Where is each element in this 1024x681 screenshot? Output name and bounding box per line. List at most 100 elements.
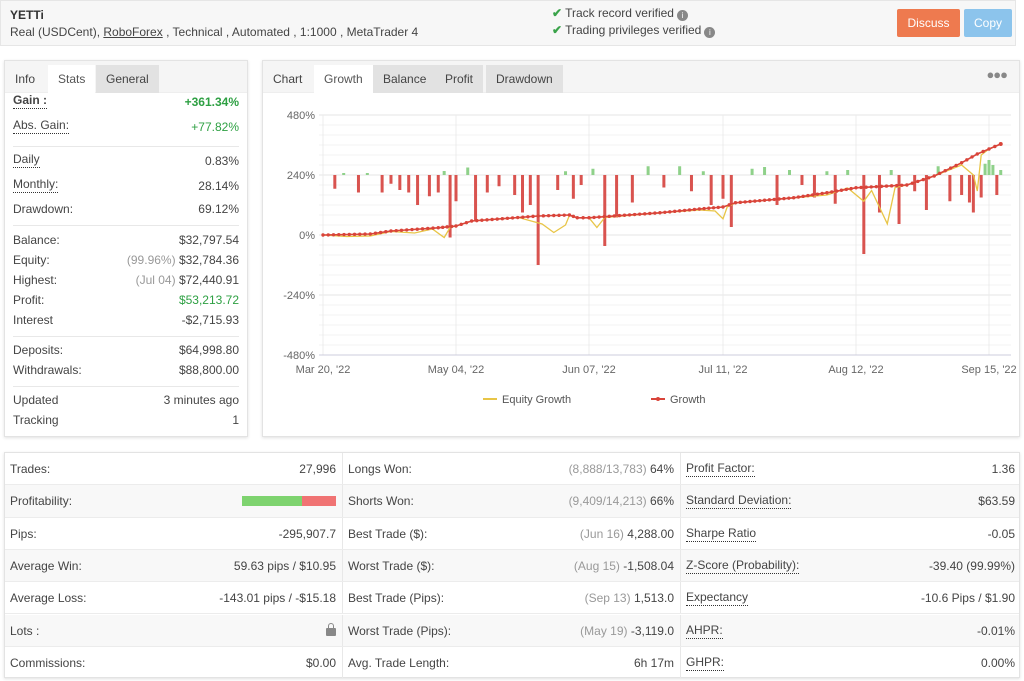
tab-drawdown[interactable]: Drawdown bbox=[486, 65, 563, 93]
growth-marker bbox=[592, 215, 596, 220]
growth-marker bbox=[378, 230, 383, 235]
profit-bar bbox=[407, 175, 411, 193]
x-tick-label: Jul 11, '22 bbox=[699, 364, 748, 376]
profit-bar bbox=[521, 175, 524, 213]
profit-bar bbox=[556, 175, 560, 190]
stat-daily: Daily 0.83% bbox=[13, 152, 239, 170]
growth-marker bbox=[758, 198, 762, 203]
metric-value: -295,907.7 bbox=[278, 526, 336, 541]
growth-marker bbox=[352, 232, 357, 237]
table-cell: Z-Score (Probability): -39.40 (99.99%) bbox=[681, 550, 1021, 581]
metric-detail: (May 19) bbox=[580, 623, 628, 638]
tab-general[interactable]: General bbox=[96, 65, 159, 93]
stat-value: $32,797.54 bbox=[178, 233, 239, 247]
profit-bar bbox=[995, 175, 999, 195]
stat-value: $72,440.91 bbox=[178, 273, 239, 287]
metric-detail: (Jun 16) bbox=[579, 526, 624, 541]
growth-marker bbox=[510, 216, 515, 220]
table-row: Trades: 27,996 Longs Won: (8,888/13,783) 64… bbox=[5, 453, 1021, 486]
table-cell: Worst Trade ($): (Aug 15) -1,508.04 bbox=[343, 549, 681, 582]
stat-value: 0.83% bbox=[204, 154, 239, 168]
stat-label[interactable]: Gain : bbox=[13, 93, 48, 109]
copy-button[interactable]: Copy bbox=[964, 9, 1012, 37]
profit-bar bbox=[454, 175, 458, 202]
profit-bar bbox=[967, 175, 971, 203]
profit-bar bbox=[571, 175, 575, 199]
profit-bar bbox=[662, 175, 666, 188]
info-icon[interactable]: i bbox=[676, 10, 688, 21]
statistics-table: Trades: 27,996 Longs Won: (8,888/13,783) 64… bbox=[4, 452, 1021, 680]
profit-bar bbox=[991, 165, 995, 175]
growth-marker bbox=[571, 214, 576, 219]
profit-bar bbox=[416, 175, 420, 205]
table-cell: Profit Factor: 1.36 bbox=[681, 453, 1021, 484]
growth-marker bbox=[673, 209, 677, 214]
stat-label[interactable]: Monthly: bbox=[13, 177, 59, 193]
profit-bar bbox=[427, 175, 431, 197]
growth-marker bbox=[358, 232, 362, 236]
y-tick-label: -480% bbox=[283, 350, 315, 362]
tab-profit[interactable]: Profit bbox=[435, 65, 484, 93]
tab-stats[interactable]: Stats bbox=[48, 65, 96, 93]
metric-label[interactable]: Expectancy bbox=[686, 590, 749, 607]
growth-marker bbox=[959, 161, 964, 165]
growth-marker bbox=[727, 203, 731, 207]
metric-value: 59.63 pips / $10.95 bbox=[233, 558, 336, 573]
legend-label: Equity Growth bbox=[502, 394, 571, 406]
account-details: , Technical , Automated , 1:1000 , MetaT… bbox=[162, 25, 419, 39]
tab-chart[interactable]: Chart bbox=[273, 72, 303, 86]
growth-marker bbox=[490, 217, 494, 222]
stat-gain: Gain : +361.34% bbox=[13, 93, 239, 111]
metric-label[interactable]: Z-Score (Probability): bbox=[686, 557, 800, 574]
profit-bar bbox=[389, 175, 393, 184]
verification-text: Trading privileges verified bbox=[565, 23, 702, 37]
discuss-button[interactable]: Discuss bbox=[897, 9, 960, 37]
profit-bar bbox=[398, 175, 402, 190]
metric-label[interactable]: Standard Deviation: bbox=[686, 493, 792, 510]
stat-highest: Highest: (Jul 04) $72,440.91 bbox=[13, 271, 239, 289]
growth-marker bbox=[820, 191, 824, 196]
profit-bar bbox=[615, 175, 619, 218]
growth-marker bbox=[849, 186, 853, 191]
stat-value: $53,213.72 bbox=[178, 293, 239, 307]
profit-bar bbox=[948, 175, 952, 202]
growth-marker bbox=[753, 199, 757, 203]
growth-marker bbox=[531, 214, 535, 219]
growth-chart: 480% 240% 0% -240% -480% Mar 20, '22 May 04, '… bbox=[283, 110, 1016, 406]
stat-label[interactable]: Daily bbox=[13, 152, 40, 168]
table-row: Profitability: Shorts Won: (9,409/14,213) … bbox=[5, 485, 1019, 518]
more-dots-icon[interactable]: ●●● bbox=[986, 67, 1008, 82]
metric-value: $0.00 bbox=[305, 655, 336, 670]
profit-bar bbox=[528, 175, 532, 205]
broker-link[interactable]: RoboForex bbox=[103, 25, 163, 39]
info-icon[interactable]: i bbox=[704, 27, 716, 38]
growth-marker bbox=[342, 232, 346, 237]
growth-marker bbox=[653, 211, 657, 215]
growth-marker bbox=[948, 166, 953, 170]
profit-bar bbox=[846, 170, 850, 175]
metric-label: Worst Trade ($): bbox=[348, 558, 435, 573]
stat-value: 1 bbox=[232, 413, 239, 427]
stat-label[interactable]: Abs. Gain: bbox=[13, 118, 70, 134]
stat-profit: Profit: $53,213.72 bbox=[13, 291, 239, 309]
growth-marker bbox=[874, 184, 879, 189]
metric-label: Commissions: bbox=[10, 655, 86, 670]
stat-value: $88,800.00 bbox=[178, 363, 239, 377]
growth-marker bbox=[436, 226, 440, 230]
tab-info[interactable]: Info bbox=[15, 72, 36, 86]
table-cell: AHPR: -0.01% bbox=[681, 615, 1021, 646]
table-cell: Trades: 27,996 bbox=[5, 453, 343, 485]
growth-marker bbox=[368, 232, 372, 236]
metric-label[interactable]: GHPR: bbox=[686, 654, 725, 671]
x-tick-label: Sep 15, '22 bbox=[961, 364, 1016, 376]
account-type: Real (USDCent), bbox=[10, 25, 104, 39]
metric-value: 27,996 bbox=[299, 462, 336, 476]
profit-bar bbox=[979, 175, 983, 198]
metric-label[interactable]: Profit Factor: bbox=[686, 461, 755, 477]
metric-label[interactable]: Sharpe Ratio bbox=[686, 525, 757, 542]
trading-privileges-verified: ✔ Trading privileges verified i bbox=[552, 23, 716, 38]
tab-growth[interactable]: Growth bbox=[314, 65, 373, 93]
stat-withdrawals: Withdrawals: $88,800.00 bbox=[13, 361, 239, 379]
metric-label[interactable]: AHPR: bbox=[686, 622, 723, 639]
tab-balance[interactable]: Balance bbox=[373, 65, 437, 93]
